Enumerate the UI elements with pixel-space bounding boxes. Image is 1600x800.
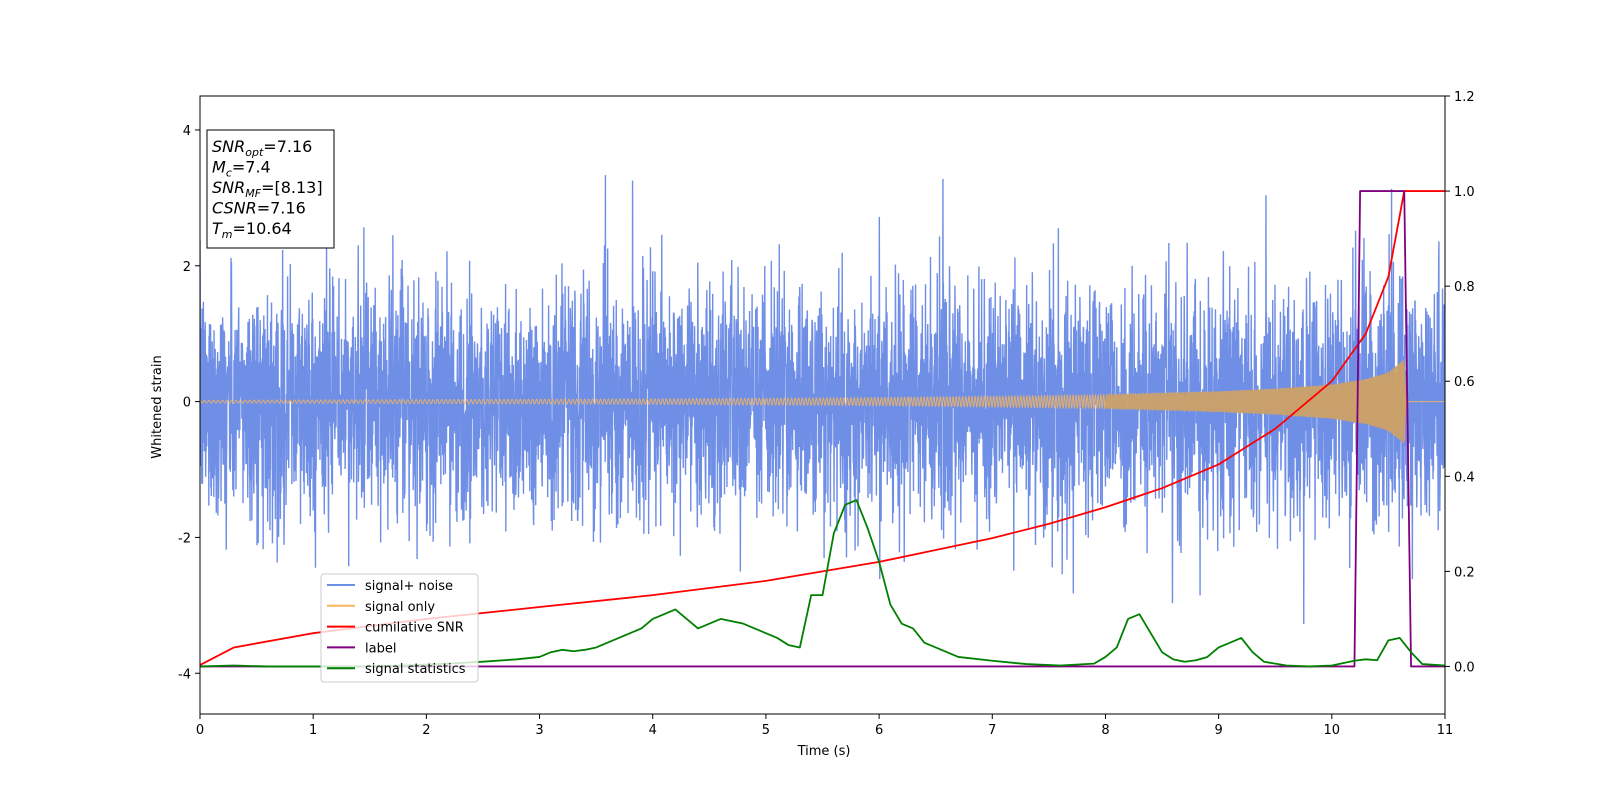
x-tick-label: 9: [1214, 723, 1222, 738]
x-tick-label: 5: [762, 723, 770, 738]
x-axis-title: Time (s): [797, 744, 851, 759]
y-tick-label: 4: [183, 124, 191, 139]
legend-label: cumilative SNR: [365, 621, 464, 636]
y-axis-title: Whitened strain: [150, 355, 165, 458]
y2-tick-label: 0.2: [1454, 565, 1475, 580]
y-tick-label: -4: [178, 667, 191, 682]
y-tick-label: -2: [178, 531, 191, 546]
x-tick-label: 8: [1101, 723, 1109, 738]
x-tick-label: 2: [422, 723, 430, 738]
legend-label: signal+ noise: [365, 579, 453, 594]
y2-tick-label: 1.2: [1454, 90, 1475, 105]
x-tick-label: 10: [1324, 723, 1341, 738]
x-tick-label: 11: [1437, 723, 1454, 738]
info-box: SNRopt=7.16Mc=7.4SNRMF=[8.13]CSNR=7.16Tm…: [207, 130, 334, 248]
legend-label: signal statistics: [365, 662, 466, 677]
x-tick-label: 7: [988, 723, 996, 738]
x-tick-label: 3: [535, 723, 543, 738]
y2-tick-label: 0.8: [1454, 280, 1475, 295]
legend-label: signal only: [365, 600, 435, 615]
y-tick-label: 0: [183, 396, 191, 411]
x-tick-label: 4: [649, 723, 657, 738]
y-tick-label: 2: [183, 260, 191, 275]
info-csnr: CSNR=7.16: [212, 199, 306, 218]
x-tick-label: 6: [875, 723, 883, 738]
info-snr-mf: SNRMF=[8.13]: [212, 178, 323, 200]
x-tick-label: 1: [309, 723, 317, 738]
y2-tick-label: 0.0: [1454, 660, 1475, 675]
y2-tick-label: 1.0: [1454, 185, 1475, 200]
info-mc: Mc=7.4: [212, 158, 271, 180]
y2-tick-label: 0.6: [1454, 375, 1475, 390]
legend-label: label: [365, 641, 396, 656]
y2-tick-label: 0.4: [1454, 470, 1475, 485]
legend: signal+ noise signal only cumilative SNR la…: [321, 574, 478, 682]
x-tick-label: 0: [196, 723, 204, 738]
